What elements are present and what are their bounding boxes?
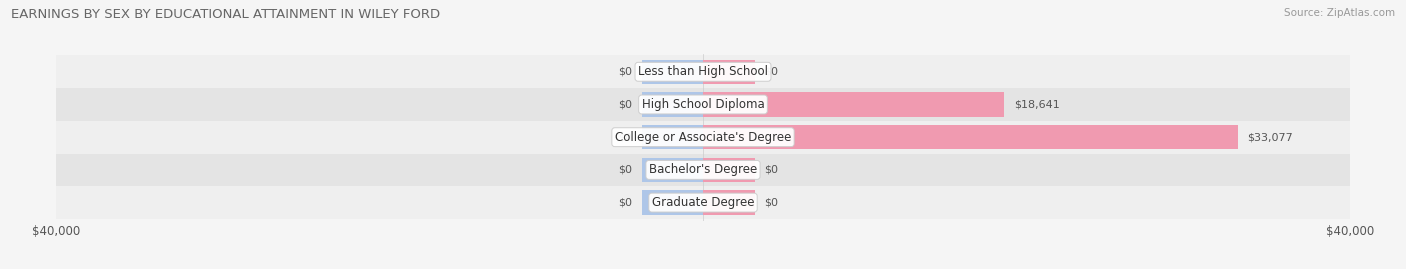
Text: $0: $0 <box>617 198 631 208</box>
Bar <box>703 92 1004 117</box>
Bar <box>641 158 703 182</box>
Text: High School Diploma: High School Diploma <box>641 98 765 111</box>
Bar <box>56 154 1350 186</box>
Bar <box>703 125 1237 150</box>
Bar <box>641 125 703 150</box>
Text: Bachelor's Degree: Bachelor's Degree <box>650 163 756 176</box>
Text: $0: $0 <box>617 67 631 77</box>
Text: $33,077: $33,077 <box>1247 132 1294 142</box>
Bar <box>703 59 755 84</box>
Bar <box>703 158 755 182</box>
Bar <box>641 92 703 117</box>
Bar <box>641 190 703 215</box>
Text: Graduate Degree: Graduate Degree <box>652 196 754 209</box>
Text: Source: ZipAtlas.com: Source: ZipAtlas.com <box>1284 8 1395 18</box>
Text: $0: $0 <box>765 165 779 175</box>
Text: $0: $0 <box>617 165 631 175</box>
Bar <box>56 55 1350 88</box>
Bar <box>641 59 703 84</box>
Text: $18,641: $18,641 <box>1014 100 1060 109</box>
Bar <box>703 190 755 215</box>
Text: $0: $0 <box>765 67 779 77</box>
Text: $0: $0 <box>617 100 631 109</box>
Text: $0: $0 <box>765 198 779 208</box>
Text: $0: $0 <box>617 132 631 142</box>
Text: EARNINGS BY SEX BY EDUCATIONAL ATTAINMENT IN WILEY FORD: EARNINGS BY SEX BY EDUCATIONAL ATTAINMEN… <box>11 8 440 21</box>
Bar <box>56 121 1350 154</box>
Text: College or Associate's Degree: College or Associate's Degree <box>614 131 792 144</box>
Bar <box>56 186 1350 219</box>
Text: Less than High School: Less than High School <box>638 65 768 78</box>
Bar <box>56 88 1350 121</box>
